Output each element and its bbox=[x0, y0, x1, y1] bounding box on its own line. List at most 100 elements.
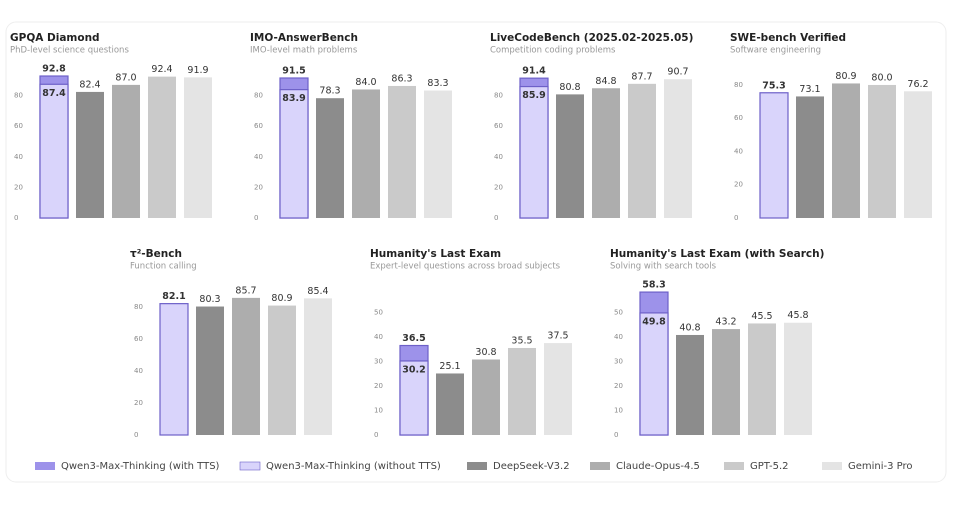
y-tick-label: 0 bbox=[734, 214, 738, 222]
y-tick-label: 80 bbox=[14, 92, 23, 100]
value-label: 78.3 bbox=[319, 86, 340, 97]
bar bbox=[676, 334, 704, 435]
y-tick-label: 0 bbox=[134, 431, 138, 439]
y-tick-label: 40 bbox=[494, 153, 503, 161]
value-label: 45.5 bbox=[751, 311, 772, 322]
y-tick-label: 10 bbox=[374, 406, 383, 414]
y-tick-label: 80 bbox=[254, 92, 263, 100]
bar bbox=[112, 84, 140, 218]
bar bbox=[519, 85, 549, 219]
chart-subtitle: Software engineering bbox=[730, 46, 821, 56]
legend-label: Gemini-3 Pro bbox=[848, 461, 913, 472]
legend-label: Claude-Opus-4.5 bbox=[616, 461, 700, 472]
value-label: 86.3 bbox=[391, 73, 412, 84]
y-tick-label: 60 bbox=[134, 335, 143, 343]
legend-swatch bbox=[467, 462, 487, 470]
y-tick-label: 0 bbox=[14, 214, 18, 222]
y-tick-label: 20 bbox=[374, 382, 383, 390]
y-tick-label: 30 bbox=[614, 357, 623, 365]
value-label: 80.0 bbox=[871, 72, 892, 83]
value-label: 58.3 bbox=[642, 280, 665, 291]
y-tick-label: 40 bbox=[254, 153, 263, 161]
y-tick-label: 60 bbox=[14, 122, 23, 130]
value-label: 82.1 bbox=[162, 291, 185, 302]
y-tick-label: 40 bbox=[134, 367, 143, 375]
value-label: 35.5 bbox=[511, 335, 532, 346]
legend-swatch bbox=[590, 462, 610, 470]
y-tick-label: 20 bbox=[134, 399, 143, 407]
legend-swatch bbox=[724, 462, 744, 470]
legend-swatch bbox=[822, 462, 842, 470]
bar bbox=[759, 92, 789, 219]
chart-title: GPQA Diamond bbox=[10, 32, 100, 44]
value-label: 91.4 bbox=[522, 66, 546, 77]
bar bbox=[399, 360, 429, 436]
chart-subtitle: Competition coding problems bbox=[490, 46, 616, 56]
value-label: 75.3 bbox=[762, 80, 785, 91]
y-tick-label: 60 bbox=[254, 122, 263, 130]
y-tick-label: 0 bbox=[494, 214, 498, 222]
value-label: 83.3 bbox=[427, 78, 448, 89]
value-label: 80.3 bbox=[199, 294, 220, 305]
legend-swatch bbox=[239, 461, 261, 471]
value-label: 80.8 bbox=[559, 82, 580, 93]
bar bbox=[592, 88, 620, 218]
chart-title: τ²-Bench bbox=[130, 248, 182, 260]
value-label: 49.8 bbox=[642, 316, 666, 327]
y-tick-label: 40 bbox=[734, 147, 743, 155]
y-tick-label: 20 bbox=[614, 382, 623, 390]
y-tick-label: 20 bbox=[14, 183, 23, 191]
chart-subtitle: Expert-level questions across broad subj… bbox=[370, 262, 561, 272]
bar bbox=[304, 298, 332, 435]
value-label: 40.8 bbox=[679, 322, 700, 333]
value-label: 90.7 bbox=[667, 67, 688, 78]
chart-subtitle: Function calling bbox=[130, 262, 197, 272]
bar bbox=[784, 322, 812, 435]
bar bbox=[316, 98, 344, 218]
bar bbox=[232, 297, 260, 435]
y-tick-label: 80 bbox=[494, 92, 503, 100]
value-label: 91.5 bbox=[282, 66, 305, 77]
value-label: 36.5 bbox=[402, 333, 425, 344]
bar bbox=[868, 84, 896, 219]
bar bbox=[664, 79, 692, 218]
chart-subtitle: IMO-level math problems bbox=[250, 46, 358, 56]
bar bbox=[508, 347, 536, 435]
value-label: 84.0 bbox=[355, 77, 376, 88]
bar bbox=[39, 83, 69, 219]
bar bbox=[279, 89, 309, 219]
bar bbox=[904, 91, 932, 218]
value-label: 85.9 bbox=[522, 90, 545, 101]
value-label: 45.8 bbox=[787, 310, 808, 321]
y-tick-label: 40 bbox=[14, 153, 23, 161]
bar bbox=[76, 91, 104, 218]
bar bbox=[352, 89, 380, 218]
value-label: 83.9 bbox=[282, 93, 305, 104]
y-tick-label: 50 bbox=[614, 308, 623, 316]
chart-subtitle: Solving with search tools bbox=[610, 262, 717, 272]
bar bbox=[832, 83, 860, 219]
chart-title: IMO-AnswerBench bbox=[250, 32, 358, 44]
value-label: 87.7 bbox=[631, 71, 652, 82]
bar bbox=[148, 76, 176, 219]
y-tick-label: 50 bbox=[374, 308, 383, 316]
value-label: 73.1 bbox=[799, 84, 820, 95]
value-label: 76.2 bbox=[907, 79, 928, 90]
value-label: 85.4 bbox=[307, 286, 328, 297]
y-tick-label: 80 bbox=[734, 81, 743, 89]
value-label: 30.8 bbox=[475, 347, 496, 358]
bar bbox=[639, 312, 669, 436]
y-tick-label: 40 bbox=[374, 333, 383, 341]
legend-swatch bbox=[35, 462, 55, 470]
legend-label: DeepSeek-V3.2 bbox=[493, 461, 570, 472]
y-tick-label: 60 bbox=[494, 122, 503, 130]
legend-label: Qwen3-Max-Thinking (without TTS) bbox=[266, 461, 441, 472]
bar bbox=[748, 323, 776, 435]
value-label: 84.8 bbox=[595, 76, 616, 87]
bar bbox=[436, 373, 464, 435]
chart-title: SWE-bench Verified bbox=[730, 32, 846, 44]
bar bbox=[196, 306, 224, 435]
bar bbox=[544, 343, 572, 435]
chart-title: Humanity's Last Exam bbox=[370, 248, 501, 260]
